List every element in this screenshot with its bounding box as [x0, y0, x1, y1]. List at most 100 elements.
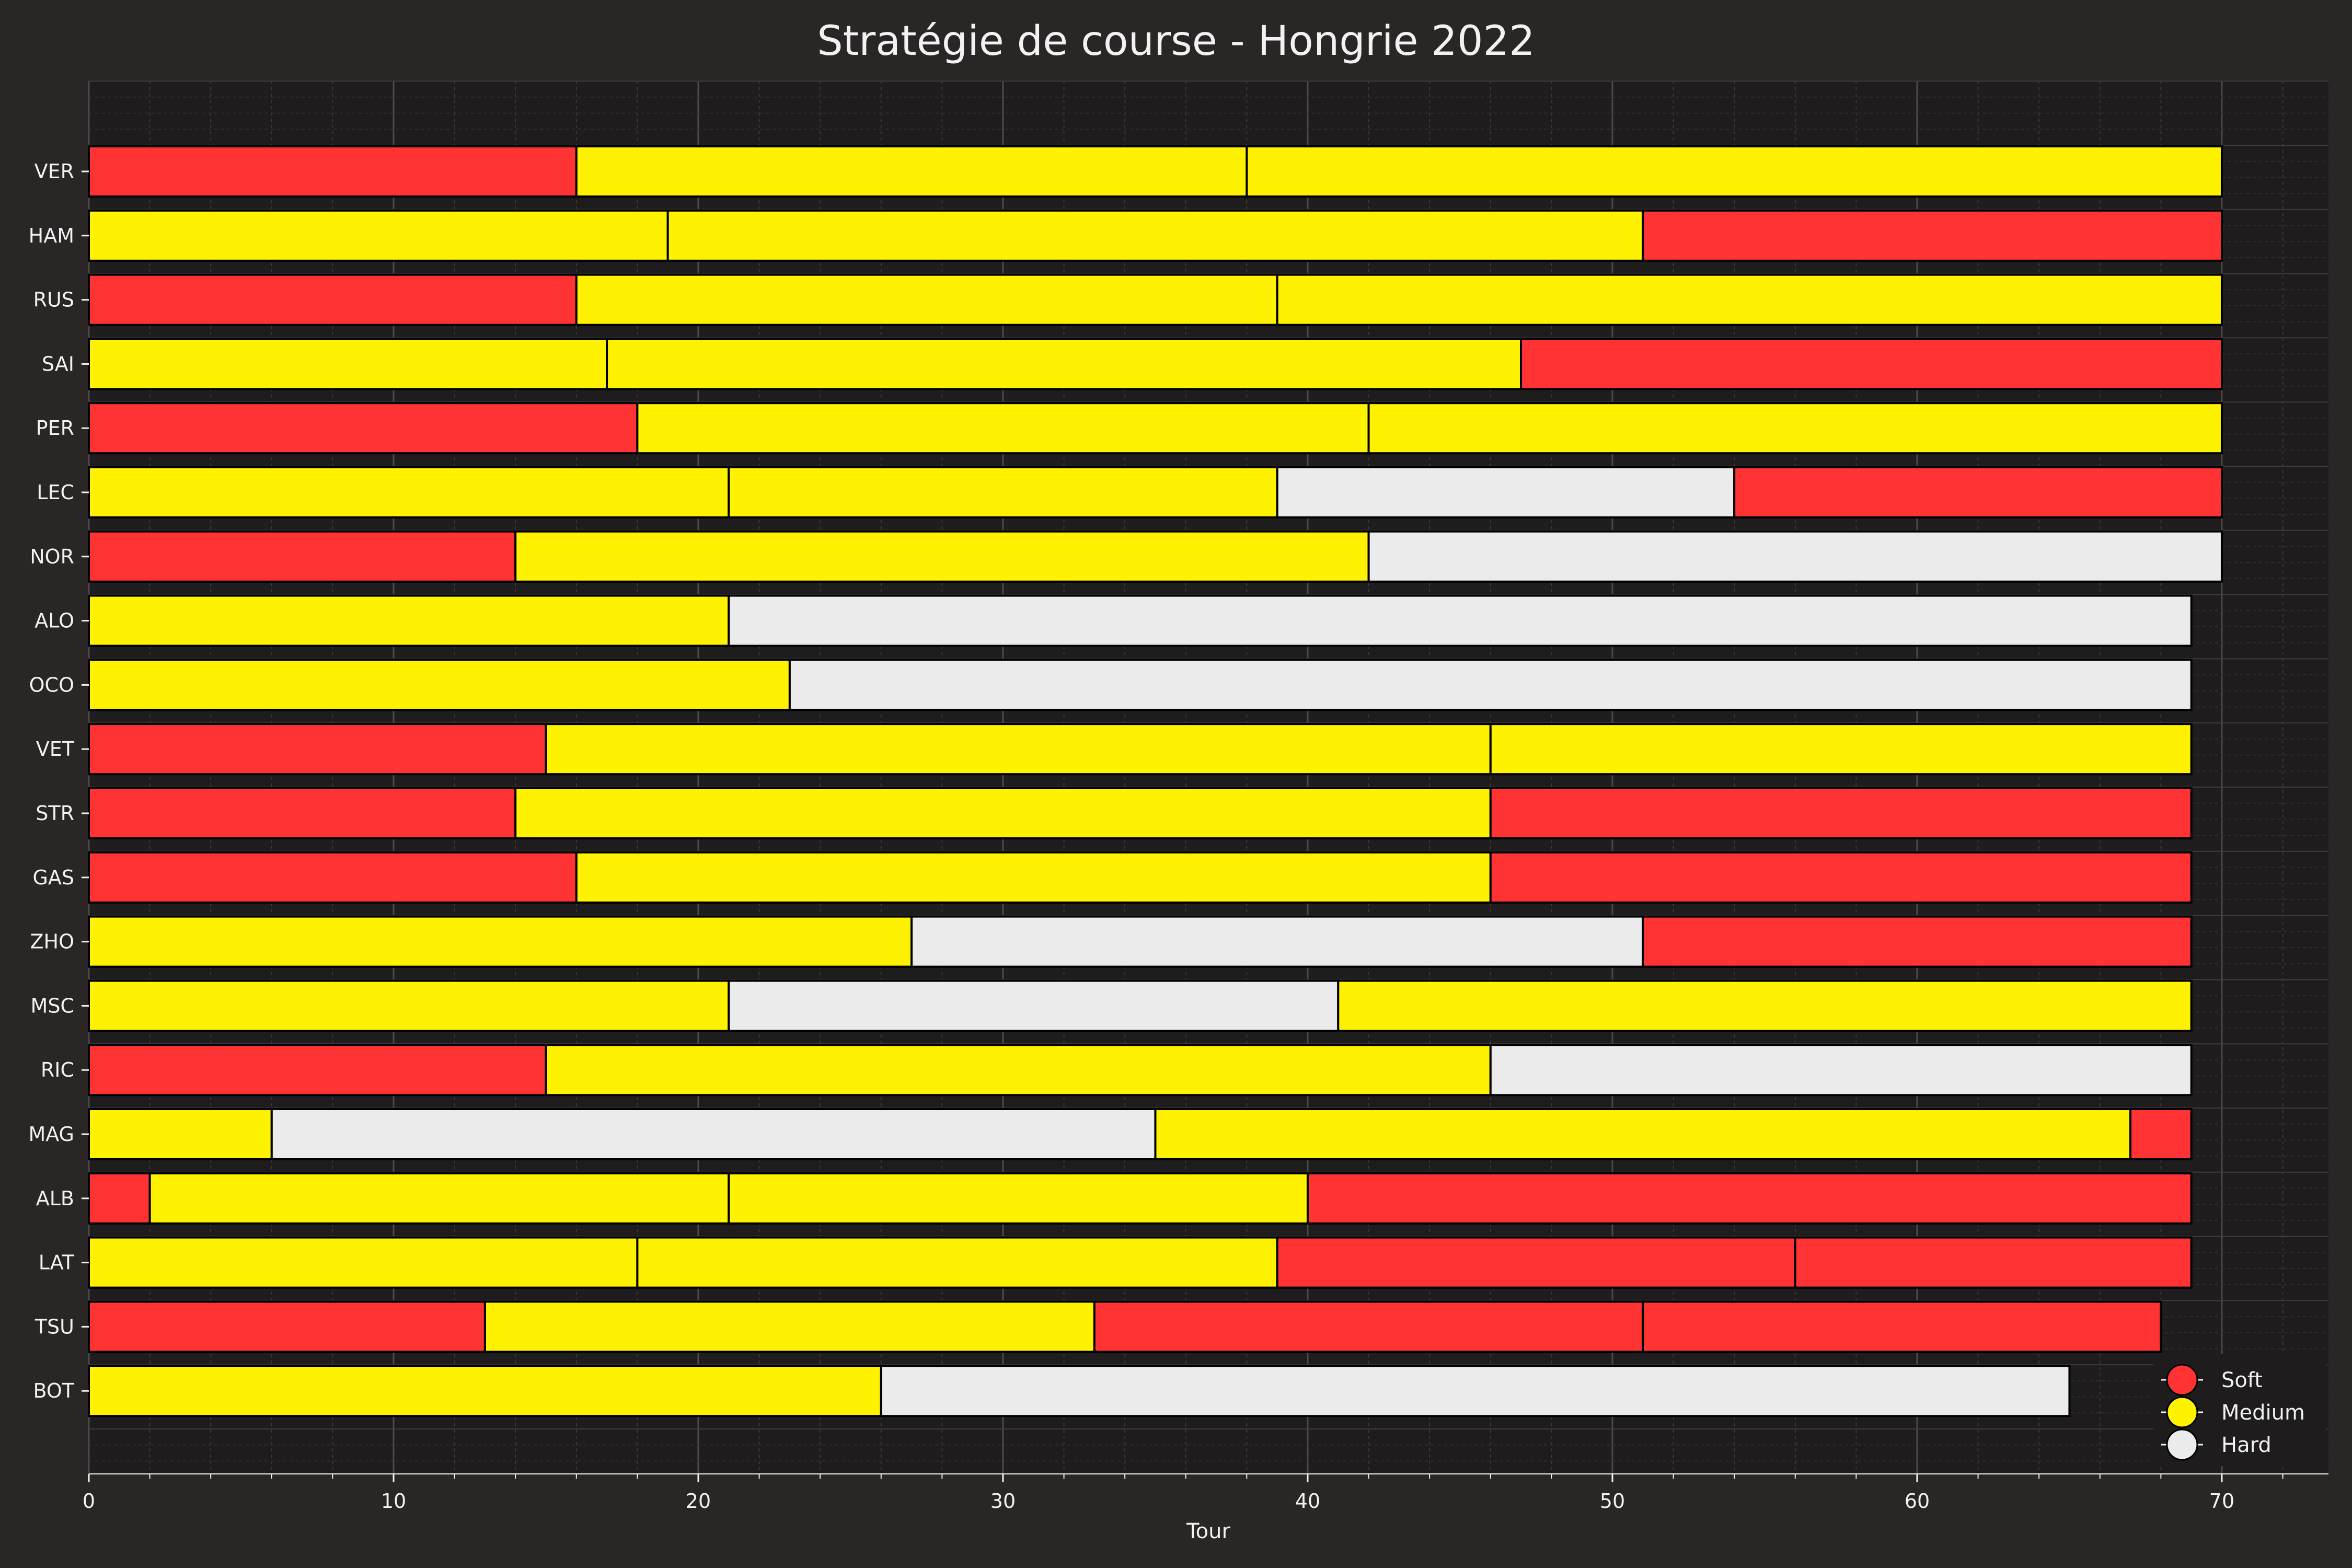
y-tick-label-gas: GAS	[32, 866, 74, 889]
stint-bar-alb-soft	[88, 1172, 151, 1225]
stint-bar-str-soft	[88, 787, 517, 839]
stint-bar-bot-medium	[88, 1365, 882, 1417]
stint-bar-str-soft	[1489, 787, 2193, 839]
stint-bar-lat-medium	[88, 1236, 639, 1289]
stint-bar-alo-hard	[728, 594, 2193, 647]
stint-bar-zho-soft	[1642, 915, 2193, 968]
stint-bar-nor-hard	[1367, 530, 2223, 583]
x-tick-label: 0	[83, 1490, 95, 1513]
legend-label-hard: Hard	[2221, 1433, 2272, 1457]
stint-bar-lat-medium	[636, 1236, 1278, 1289]
stint-bar-ver-medium	[1246, 145, 2223, 198]
stint-bar-lec-hard	[1276, 466, 1736, 518]
x-tick-label: 30	[990, 1490, 1016, 1513]
x-tick-label: 10	[381, 1490, 406, 1513]
y-tick-label-ham: HAM	[29, 224, 74, 247]
y-tick-label-bot: BOT	[33, 1379, 74, 1402]
y-tick-label-nor: NOR	[30, 545, 74, 568]
stint-bar-tsu-soft	[88, 1300, 486, 1353]
y-tick-label-msc: MSC	[31, 994, 74, 1017]
stint-bar-gas-soft	[1489, 851, 2193, 904]
stint-bar-msc-medium	[88, 979, 730, 1032]
stint-bar-gas-soft	[88, 851, 578, 904]
stint-bar-vet-soft	[88, 723, 547, 776]
stint-bar-per-medium	[1367, 402, 2223, 455]
stint-bar-alb-soft	[1306, 1172, 2193, 1225]
stint-bar-oco-hard	[788, 659, 2193, 711]
y-tick-label-tsu: TSU	[34, 1315, 74, 1338]
stint-bar-sai-soft	[1520, 338, 2223, 390]
stint-bar-mag-hard	[270, 1108, 1157, 1160]
legend-label-medium: Medium	[2221, 1401, 2305, 1425]
stint-bar-rus-medium	[575, 273, 1278, 326]
stint-bar-zho-hard	[910, 915, 1644, 968]
legend-marker-soft	[2166, 1364, 2198, 1396]
y-tick-label-per: PER	[36, 417, 74, 440]
x-tick-label: 60	[1905, 1490, 1930, 1513]
stint-bar-lec-medium	[728, 466, 1278, 518]
stint-bar-lat-soft	[1794, 1236, 2193, 1289]
stint-bar-tsu-medium	[483, 1300, 1096, 1353]
y-axis-ticks: VER HAM RUS SAI PER LEC NOR ALO OCO VET STR GAS ZHO M…	[28, 160, 89, 1402]
x-tick-label: 70	[2209, 1490, 2234, 1513]
y-tick-label-zho: ZHO	[30, 930, 74, 953]
y-tick-label-mag: MAG	[28, 1123, 74, 1146]
stint-bar-mag-medium	[1154, 1108, 2132, 1160]
x-axis-ticks: 0 10 20 30 40 50 60 70	[83, 1473, 2328, 1513]
stint-bar-mag-medium	[88, 1108, 273, 1160]
stint-bar-per-medium	[636, 402, 1370, 455]
stint-bar-vet-medium	[545, 723, 1492, 776]
y-tick-label-rus: RUS	[33, 289, 74, 312]
stint-bar-sai-medium	[88, 338, 608, 390]
stint-bar-nor-medium	[514, 530, 1370, 583]
stint-bar-msc-hard	[728, 979, 1340, 1032]
legend: Soft Medium Hard	[2153, 1354, 2326, 1466]
stint-bar-sai-medium	[606, 338, 1523, 390]
chart-title: Stratégie de course - Hongrie 2022	[817, 18, 1535, 65]
stint-bar-mag-soft	[2129, 1108, 2193, 1160]
legend-marker-medium	[2166, 1396, 2198, 1428]
y-tick-label-str: STR	[36, 802, 74, 825]
stint-bar-str-medium	[514, 787, 1492, 839]
y-tick-label-oco: OCO	[29, 673, 74, 696]
x-tick-label: 40	[1295, 1490, 1320, 1513]
stint-bar-alb-medium	[148, 1172, 730, 1225]
stint-bar-bot-hard	[880, 1365, 2071, 1417]
stint-bar-ver-medium	[575, 145, 1248, 198]
y-tick-label-lec: LEC	[37, 481, 74, 504]
stint-bar-oco-medium	[88, 659, 791, 711]
stint-bar-msc-medium	[1337, 979, 2193, 1032]
y-tick-label-ver: VER	[34, 160, 74, 183]
stint-bar-alo-medium	[88, 594, 730, 647]
y-tick-label-alb: ALB	[36, 1187, 74, 1210]
legend-label-soft: Soft	[2221, 1368, 2263, 1392]
x-axis-label: Tour	[1186, 1519, 1230, 1543]
stint-bar-ham-soft	[1642, 209, 2223, 262]
stint-bar-nor-soft	[88, 530, 517, 583]
y-tick-label-ric: RIC	[41, 1058, 74, 1081]
stint-bar-ric-soft	[88, 1044, 547, 1097]
stint-bar-ric-hard	[1489, 1044, 2193, 1097]
stint-bar-lat-soft	[1276, 1236, 1796, 1289]
stint-bar-tsu-soft	[1093, 1300, 1644, 1353]
y-tick-label-lat: LAT	[39, 1251, 75, 1274]
x-tick-label: 20	[686, 1490, 711, 1513]
stint-bar-tsu-soft	[1642, 1300, 2162, 1353]
y-tick-label-sai: SAI	[42, 352, 74, 375]
y-tick-label-alo: ALO	[34, 609, 74, 632]
y-tick-label-vet: VET	[36, 737, 75, 760]
stint-bar-gas-medium	[575, 851, 1492, 904]
stint-bar-lec-medium	[88, 466, 730, 518]
stint-bar-zho-medium	[88, 915, 913, 968]
stint-bar-ric-medium	[545, 1044, 1492, 1097]
stint-bar-ham-medium	[88, 209, 669, 262]
legend-marker-hard	[2166, 1428, 2198, 1461]
stint-bar-alb-medium	[728, 1172, 1309, 1225]
stint-bar-lec-soft	[1733, 466, 2223, 518]
x-tick-label: 50	[1600, 1490, 1625, 1513]
stint-bar-rus-medium	[1276, 273, 2223, 326]
stint-bar-per-soft	[88, 402, 639, 455]
stint-bar-ver-soft	[88, 145, 578, 198]
stint-bar-ham-medium	[666, 209, 1644, 262]
